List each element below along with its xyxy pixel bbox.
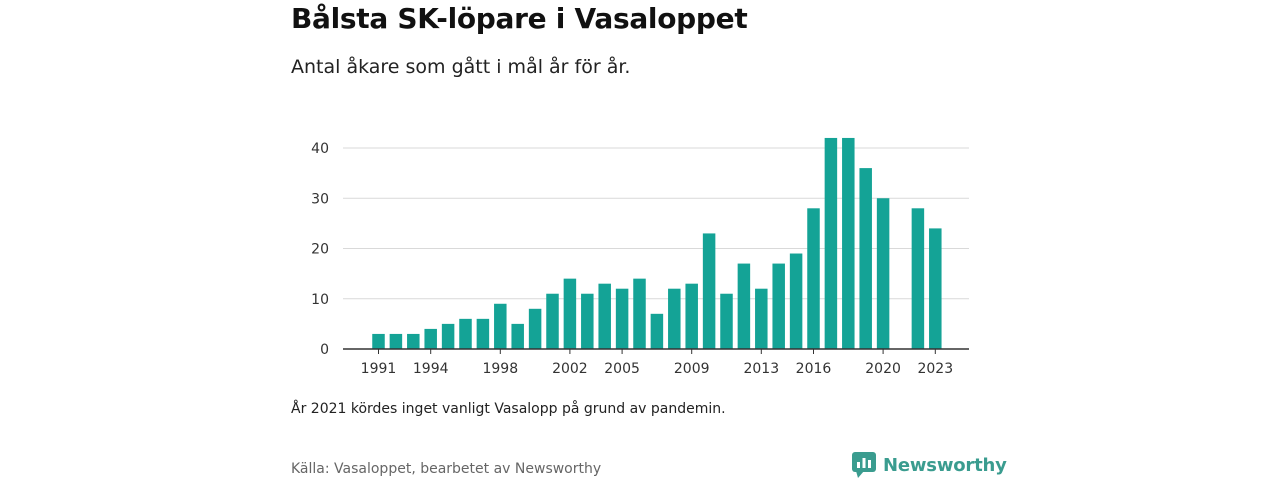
bar [528,308,542,349]
bar [581,293,594,349]
axes: 0 10 20 30 40 1991 1994 1998 2002 2005 2009 2013 201… [311,141,969,377]
bar [633,278,646,349]
bar [598,283,611,349]
bar [685,283,698,349]
bar [859,168,872,349]
y-tick-label: 20 [311,242,329,258]
x-tick-label: 2009 [674,361,710,377]
x-tick-label: 2002 [552,361,588,377]
x-tick-label: 2020 [865,361,901,377]
newsworthy-logo-icon [852,452,876,478]
bar [929,228,942,349]
bar [424,328,437,349]
bar [546,293,559,349]
bar [407,333,420,349]
bar [876,198,890,349]
y-tick-label: 40 [311,141,329,157]
bar [824,137,838,349]
x-tick-label: 2013 [743,361,779,377]
bar [737,263,751,349]
bar [459,318,472,349]
x-tick-label: 2005 [604,361,640,377]
newsworthy-brand: Newsworthy [852,452,1007,478]
y-tick-label: 0 [320,342,329,358]
bar [650,313,664,349]
bar [720,293,733,349]
bar [441,323,455,350]
bar [789,253,803,349]
bar [494,303,507,349]
x-tick-label: 1998 [482,361,518,377]
bar [842,137,855,349]
bar [668,288,681,349]
chart-note: År 2021 kördes inget vanligt Vasalopp på… [291,401,726,417]
y-tick-label: 10 [311,292,329,308]
gridlines [343,147,969,300]
bar [563,278,577,349]
bar [511,323,524,350]
bar [476,318,490,349]
bar [702,233,716,349]
x-tick-label: 1994 [413,361,449,377]
x-tick-label: 2016 [796,361,832,377]
y-tick-label: 30 [311,191,329,207]
bar [372,333,385,349]
chart-title: Bålsta SK-löpare i Vasaloppet [291,2,748,35]
x-tick-label: 2023 [917,361,953,377]
bar [911,208,925,349]
bar [807,208,820,349]
chart-subtitle: Antal åkare som gått i mål år för år. [291,56,631,78]
bar [389,333,403,349]
source-text: Källa: Vasaloppet, bearbetet av Newswort… [291,461,602,477]
bar [755,288,768,349]
bars [372,137,942,350]
bar [615,288,629,349]
x-tick-label: 1991 [361,361,397,377]
brand-name: Newsworthy [883,454,1007,476]
bar-chart: 0 10 20 30 40 1991 1994 1998 2002 2005 2009 2013 201… [311,137,969,377]
bar [772,263,785,349]
